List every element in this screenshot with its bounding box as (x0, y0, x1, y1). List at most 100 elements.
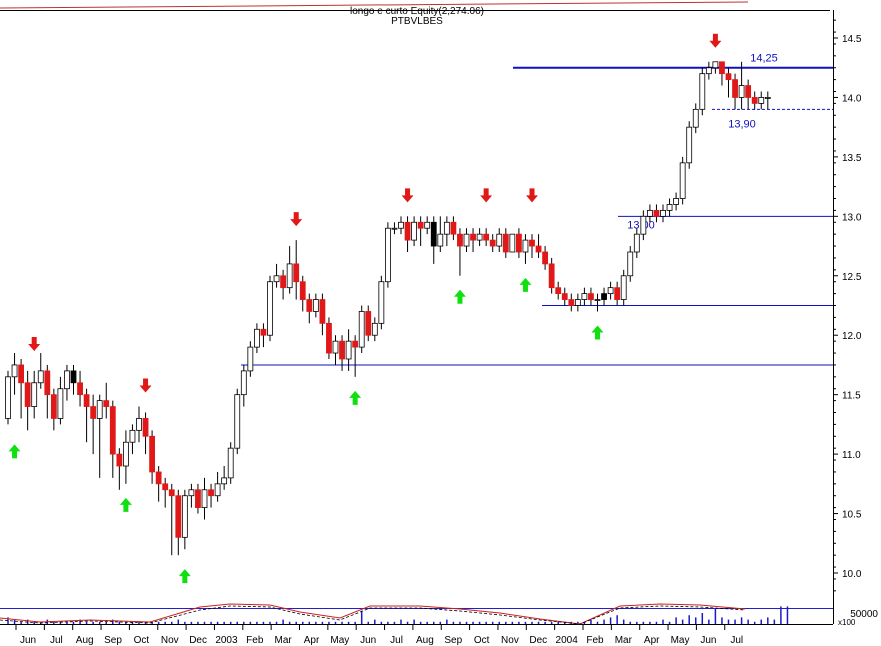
candle-body (653, 209, 660, 217)
price-tick-label: 11.5 (842, 391, 861, 402)
candle-body (588, 293, 594, 300)
chart-title: longo e curto Equity(2,274.06) (350, 6, 484, 17)
candle-body (457, 233, 463, 247)
month-tick-label: Feb (586, 635, 604, 646)
candle-body (450, 221, 457, 235)
candle-body (136, 418, 142, 431)
candle-body (686, 126, 693, 164)
candle-body (594, 299, 601, 301)
candle-body (627, 251, 634, 277)
sell-arrow (709, 33, 722, 48)
candle-body (758, 97, 765, 104)
candle-body (253, 328, 260, 348)
candle-body (168, 489, 175, 497)
candle-body (50, 394, 57, 419)
candle-body (555, 287, 562, 295)
price-ticks: 14.5 14.0 13.5 13.0 12.5 12.0 11.5 11.0 10.5 10.0 (833, 19, 862, 592)
candle-body (181, 495, 188, 538)
price-tick-label: 14.0 (842, 93, 862, 104)
candle-body (411, 221, 418, 241)
candle-body (705, 67, 712, 75)
month-tick-label: Jul (50, 635, 63, 646)
candle-body (280, 275, 287, 289)
signal-arrows (8, 33, 722, 584)
month-tick-label: May (671, 635, 690, 646)
candle-body (391, 227, 398, 230)
candle-body (581, 293, 588, 300)
candle-body (476, 233, 483, 241)
month-tick-label: Jun (20, 635, 36, 646)
price-tick-label: 12.5 (842, 272, 862, 283)
volume-bars (7, 606, 789, 624)
candle-body (719, 61, 725, 75)
month-tick-label: Mar (275, 635, 293, 646)
candle-body (535, 245, 542, 253)
candle-body (123, 441, 129, 467)
candle-body (712, 61, 719, 69)
sell-arrow (480, 188, 493, 203)
candle-body (57, 388, 64, 419)
candle-body (732, 79, 738, 98)
price-tick-label: 11.0 (842, 450, 861, 461)
candle-body (11, 364, 18, 378)
candle-body (699, 73, 706, 110)
month-tick-label: Jul (730, 635, 743, 646)
candle-body (345, 340, 352, 360)
candle-body (529, 239, 535, 247)
month-tick-label: 2004 (556, 635, 579, 646)
indicator-lines (0, 603, 746, 625)
candle-body (502, 233, 509, 253)
candle-body (751, 97, 758, 104)
candle-body (738, 85, 745, 98)
month-tick-label: Feb (246, 635, 264, 646)
candle-body (692, 108, 699, 128)
candle-body (77, 382, 83, 396)
candle-body (620, 275, 627, 300)
candle-body (240, 370, 247, 396)
candle-body (548, 263, 555, 289)
month-tick-label: Oct (134, 635, 150, 646)
candle-body (273, 275, 280, 283)
candle-body (437, 233, 444, 247)
sell-arrow (139, 378, 152, 393)
candle-body (116, 453, 123, 467)
candle-body (332, 340, 339, 354)
indicator-black-line (0, 605, 746, 625)
candle-body (208, 489, 214, 497)
candle-body (312, 299, 319, 312)
indicator-red-line (0, 603, 746, 625)
month-tick-label: Jul (390, 635, 403, 646)
candle-body (5, 376, 11, 419)
candle-body (31, 382, 38, 407)
candle-body (745, 85, 752, 98)
candle-body (666, 204, 673, 211)
candle-body (430, 221, 437, 247)
candle-body (162, 483, 169, 491)
month-tick-label: Aug (76, 635, 94, 646)
candle-body (764, 97, 771, 99)
month-tick-label: Sep (444, 635, 462, 646)
month-tick-label: Nov (161, 635, 179, 646)
candle-body (18, 364, 25, 384)
month-tick-label: Oct (474, 635, 490, 646)
candle-body (142, 418, 149, 437)
candle-body (417, 221, 424, 229)
sell-arrow (290, 212, 303, 227)
candle-body (96, 400, 103, 419)
candle-body (109, 406, 116, 455)
candle-body (358, 311, 365, 348)
sell-arrow (401, 188, 414, 203)
candle-body (260, 328, 267, 336)
candle-body (365, 311, 372, 336)
candle-body (247, 346, 254, 372)
candle-body (90, 406, 97, 419)
candle-body (293, 263, 300, 283)
candle-body (633, 233, 640, 253)
candle-body (601, 293, 607, 300)
candle-body (496, 233, 503, 247)
candle-body (339, 340, 345, 360)
month-tick-label: Aug (416, 635, 434, 646)
candle-body (129, 429, 136, 443)
candle-body (299, 281, 306, 300)
